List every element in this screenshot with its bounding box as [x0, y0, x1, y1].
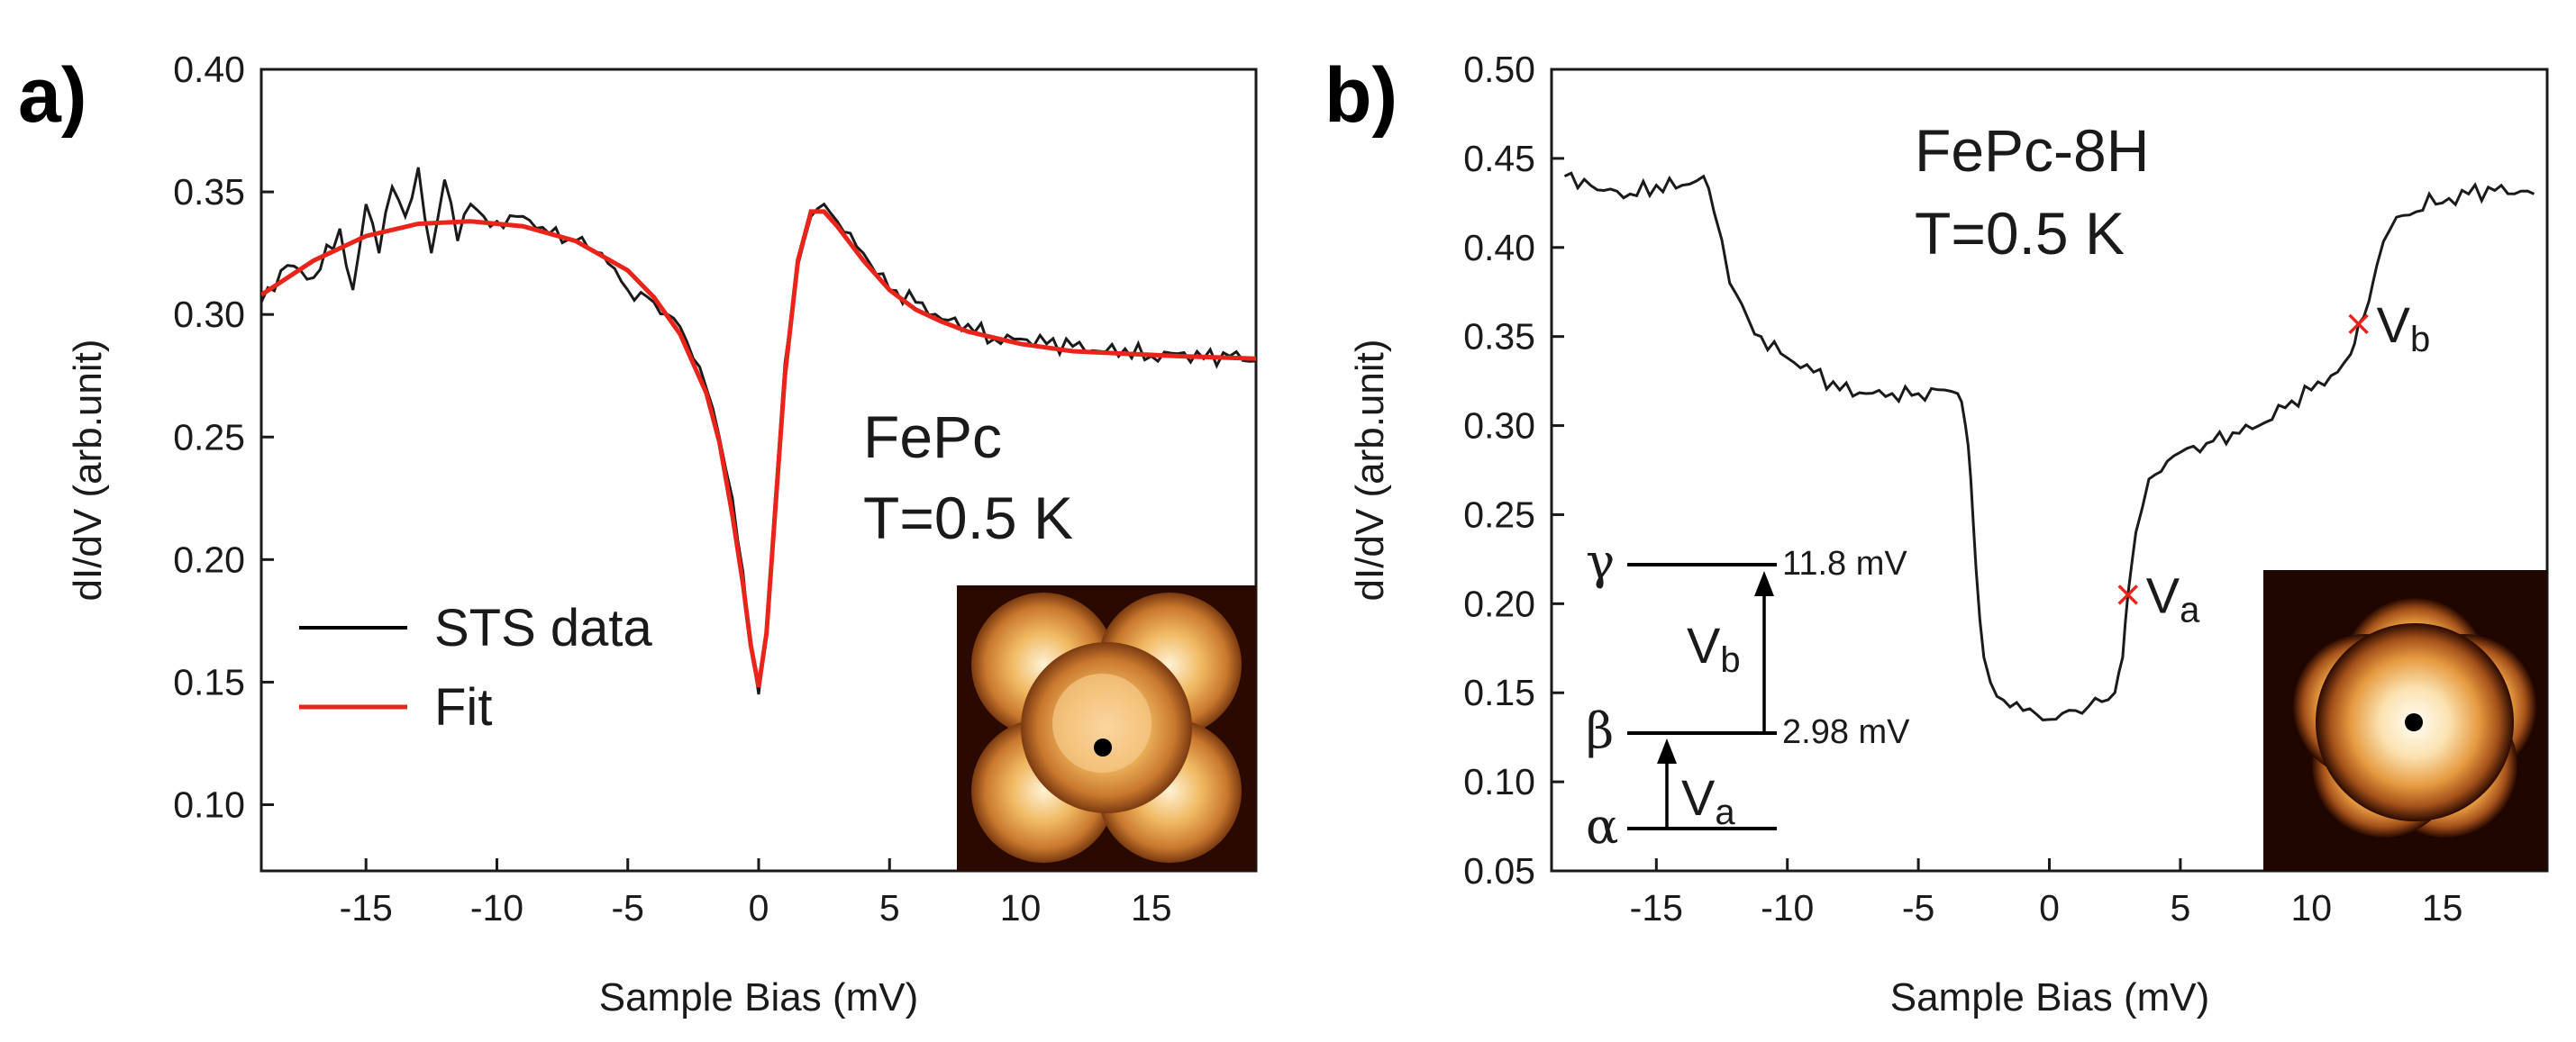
panel-b: b) -15 -10 -5 0 5 10 15 0.05 0.10 0.15 0.20 0.25 0.3… [1324, 49, 2549, 1019]
annotation-molecule-a: FePc [863, 403, 1002, 470]
panel-a-label: a) [18, 52, 86, 139]
x-tick-label-b: -5 [1902, 887, 1934, 929]
legend-label-fit: Fit [434, 678, 492, 737]
y-tick-label-b: 0.25 [1463, 494, 1535, 535]
y-axis-label-a: dI/dV (arb.unit) [66, 339, 110, 601]
series-sts-data-b [1563, 171, 2535, 721]
level-gamma-symbol: γ [1586, 533, 1615, 590]
x-tick-label-a: -5 [612, 887, 644, 929]
y-tick-label-a: 0.40 [173, 49, 245, 90]
legend-label-sts-data: STS data [434, 599, 653, 657]
y-tick-label-b: 0.15 [1463, 672, 1535, 713]
transition-arrowhead-vb [1754, 571, 1774, 596]
y-tick-label-b: 0.10 [1463, 761, 1535, 802]
tip-position-dot-a [1094, 738, 1112, 757]
axes-b: -15 -10 -5 0 5 10 15 0.05 0.10 0.15 0.20 0.25 0.30 0.… [1463, 49, 2462, 929]
y-tick-label-b: 0.40 [1463, 227, 1535, 268]
y-axis-label-b: dI/dV (arb.unit) [1348, 339, 1392, 601]
y-tick-label-b: 0.20 [1463, 583, 1535, 624]
level-beta-symbol: β [1586, 702, 1614, 759]
x-tick-label-a: 5 [879, 887, 900, 929]
x-tick-label-b: 15 [2422, 887, 2463, 929]
inset-image-b [2263, 570, 2547, 871]
marker-vb-stroke [2348, 313, 2369, 335]
y-tick-label-a: 0.15 [173, 661, 245, 702]
energy-level-diagram: γ β α 11.8 mV 2.98 mV Vb Va [1586, 533, 1910, 855]
y-tick-label-b: 0.35 [1463, 316, 1535, 358]
series-fit-a [261, 209, 1256, 688]
level-beta-energy: 2.98 mV [1782, 713, 1910, 751]
transition-label-vb: Vb [1687, 617, 1741, 680]
x-tick-label-a: 0 [749, 887, 769, 929]
y-tick-label-b: 0.45 [1463, 138, 1535, 179]
marker-va-stroke [2117, 584, 2138, 605]
y-tick-label-b: 0.50 [1463, 49, 1535, 90]
y-tick-label-a: 0.30 [173, 294, 245, 335]
inset-image-a [957, 585, 1256, 871]
x-tick-label-a: -10 [470, 887, 523, 929]
x-tick-label-b: -10 [1761, 887, 1814, 929]
transition-label-va: Va [1681, 769, 1735, 832]
y-tick-label-a: 0.20 [173, 539, 245, 580]
x-tick-label-a: 10 [1000, 887, 1042, 929]
marker-label-vb: Vb [2377, 296, 2431, 359]
x-axis-label-a: Sample Bias (mV) [599, 975, 919, 1019]
y-tick-label-b: 0.30 [1463, 405, 1535, 447]
x-tick-label-b: 0 [2039, 887, 2060, 929]
x-tick-label-a: 15 [1131, 887, 1172, 929]
y-tick-label-a: 0.35 [173, 171, 245, 213]
x-tick-label-a: -15 [340, 887, 393, 929]
marker-label-va: Va [2146, 566, 2200, 630]
x-axis-label-b: Sample Bias (mV) [1890, 975, 2210, 1019]
x-tick-label-b: -15 [1630, 887, 1683, 929]
y-tick-label-b: 0.05 [1463, 850, 1535, 892]
x-tick-label-b: 10 [2290, 887, 2332, 929]
level-alpha-symbol: α [1586, 798, 1618, 855]
x-tick-label-b: 5 [2170, 887, 2190, 929]
tip-position-dot-b [2405, 713, 2423, 731]
y-tick-label-a: 0.10 [173, 784, 245, 826]
markers-b: Va Vb [2117, 296, 2431, 630]
annotation-temperature-a: T=0.5 K [863, 485, 1073, 551]
transition-arrowhead-va [1657, 738, 1677, 764]
panel-b-label: b) [1324, 52, 1397, 139]
annotation-molecule-b: FePc-8H [1915, 117, 2149, 184]
y-tick-label-a: 0.25 [173, 416, 245, 458]
annotation-temperature-b: T=0.5 K [1915, 200, 2125, 267]
level-gamma-energy: 11.8 mV [1782, 545, 1907, 583]
panel-a: a) -15 -10 -5 0 5 10 15 0.10 0.15 0.20 0.25 0.30 0.3… [18, 49, 1258, 1019]
